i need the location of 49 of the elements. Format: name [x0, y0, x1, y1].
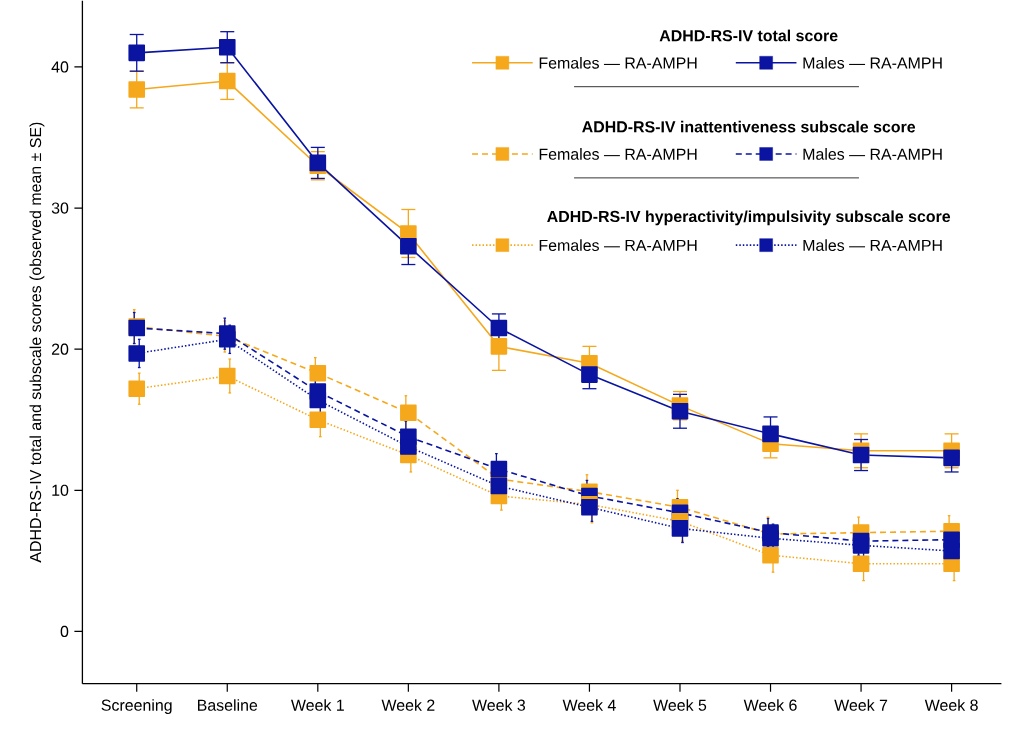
point [400, 404, 417, 422]
legend-label: Males — RA-AMPH [803, 239, 942, 252]
point [490, 460, 508, 478]
point [128, 380, 146, 398]
point [671, 403, 689, 420]
y-tick-label: 30 [51, 202, 69, 214]
point [218, 367, 236, 385]
x-tick-label: Screening [101, 699, 172, 715]
annotation: ADHD-RS-IV inattentiveness subscale score [582, 120, 916, 133]
point [128, 345, 146, 362]
point [400, 438, 417, 455]
legend-label: Males — RA-AMPH [803, 148, 942, 160]
point [128, 44, 146, 62]
annotation: ADHD-RS-IV hyperactivity/impulsivity subscale score [547, 210, 951, 226]
x-tick-label: Week 3 [472, 699, 526, 711]
y-tick-label: 40 [51, 61, 69, 73]
x-tick-label: Week 8 [924, 699, 978, 711]
point [218, 38, 236, 56]
legend-label: Females — RA-AMPH [539, 239, 697, 252]
legend-label: Females — RA-AMPH [539, 56, 697, 69]
point [671, 520, 689, 537]
x-tick-label: Week 6 [743, 699, 797, 711]
point [852, 555, 870, 573]
point [852, 446, 870, 464]
point [762, 546, 779, 564]
point [218, 72, 236, 90]
legend-label: Females — RA-AMPH [539, 148, 697, 160]
y-tick-label: 20 [51, 343, 69, 355]
point [490, 319, 508, 337]
legend-label: Males — RA-AMPH [803, 56, 942, 69]
x-tick-label: Week 1 [291, 699, 344, 711]
point [490, 477, 508, 495]
y-tick-label: 0 [60, 625, 69, 638]
y-tick-label: 10 [52, 484, 69, 496]
y-axis-title: ADHD-RS-IV total and subscale scores (observed mean ± SE) [29, 122, 45, 563]
point [581, 366, 598, 383]
point [762, 425, 779, 443]
annotation: ADHD-RS-IV total score [659, 29, 838, 42]
point [309, 391, 327, 409]
x-tick-label: Baseline [198, 699, 258, 711]
x-tick-label: Week 4 [562, 699, 616, 711]
x-tick-label: Week 5 [653, 699, 707, 711]
x-tick-label: Week 2 [381, 699, 435, 711]
point [128, 81, 146, 98]
point [400, 237, 417, 255]
point [852, 537, 870, 554]
x-tick-label: Week 7 [834, 699, 888, 711]
point [943, 542, 960, 560]
point [490, 338, 508, 355]
